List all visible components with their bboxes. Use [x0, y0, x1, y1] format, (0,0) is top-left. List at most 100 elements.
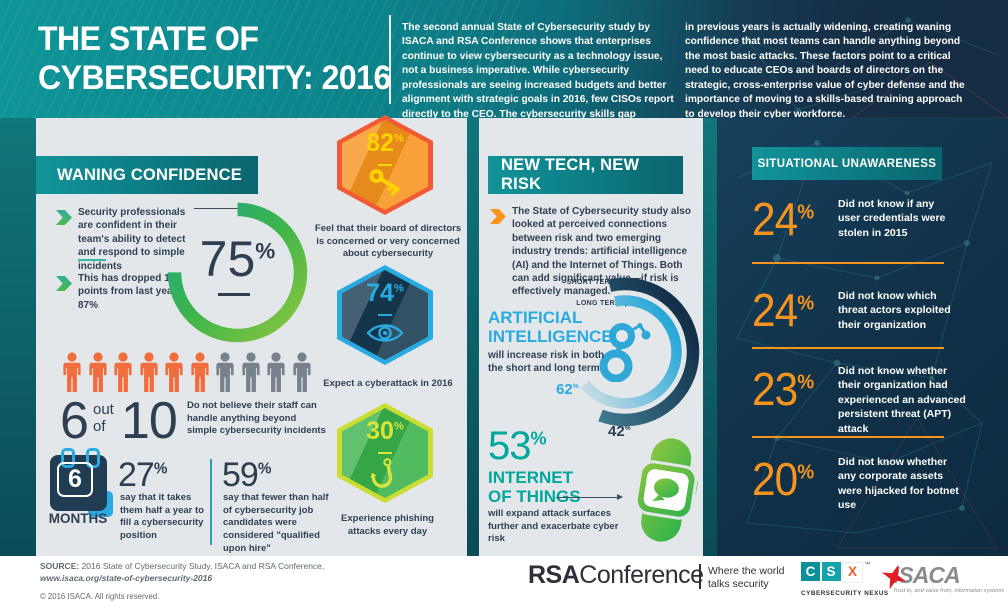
hexagon-82: 82% [337, 115, 433, 215]
isaca-tagline: Trust in, and value from, information sy… [893, 588, 1005, 594]
short-term-number: 42 [608, 423, 625, 440]
rsa-tagline: Where the world talks security [708, 565, 784, 590]
pointer-line [556, 497, 618, 498]
hexagon-underline [378, 314, 392, 316]
hex-number: 30 [366, 417, 394, 445]
person-icon [265, 352, 287, 392]
person-icon [291, 352, 313, 392]
calendar-ring-icon [86, 448, 100, 468]
of-label: of [93, 417, 106, 435]
ai-title: ARTIFICIAL INTELLIGENCE [488, 308, 613, 347]
waning-bullet-2: This has dropped 12 points from last yea… [78, 273, 185, 311]
page-title-line1: THE STATE OF [38, 20, 259, 58]
ai-subtitle: will increase risk in both the short and… [488, 350, 605, 375]
unaware-stat-2-text: Did not know which threat actors exploit… [838, 290, 951, 331]
long-term-number: 62 [556, 381, 573, 398]
rsa-logo-divider [699, 564, 701, 589]
percent-sign: % [797, 370, 814, 394]
person-icon [189, 352, 211, 392]
calendar-number: 6 [57, 462, 93, 497]
percent-sign: % [797, 460, 814, 484]
pointer-arrow-icon [617, 494, 623, 500]
molecule-icon [599, 323, 651, 382]
waning-bullet-1: Security professionals are confident in … [78, 207, 186, 272]
confidence-donut-chart [167, 202, 308, 343]
hexagon-74-caption: Expect a cyberattack in 2016 [323, 378, 453, 389]
stat-27-percent-sign: % [153, 460, 168, 478]
key-icon [337, 169, 433, 205]
unaware-stat-3-value: 23% [752, 362, 814, 416]
banner-divider [389, 15, 391, 104]
csx-x-box: X [842, 562, 863, 583]
person-icon [61, 352, 83, 392]
hexagon-30-caption: Experience phishing attacks every day [341, 513, 434, 537]
short-term-label: SHORT TERM [566, 279, 616, 286]
percent-sign: % [797, 200, 814, 224]
source-note: SOURCE: 2016 State of Cybersecurity Stud… [40, 560, 380, 585]
new-tech-header: NEW TECH, NEW RISK [488, 156, 683, 194]
panel-divider-strip-2 [703, 118, 717, 556]
stat-divider [210, 459, 212, 545]
long-term-value: 62% [556, 381, 579, 398]
bullet-separator [78, 259, 106, 261]
stat-27-number: 27 [118, 456, 155, 494]
stat-divider [752, 347, 944, 349]
stat-27-caption: say that it takes them half a year to fi… [120, 492, 204, 542]
percent-sign: % [530, 428, 547, 449]
stat-number: 23 [752, 363, 798, 415]
bullet-chevron-icon [56, 210, 72, 225]
hexagon-74-value: 74% [337, 279, 433, 308]
intro-paragraph-col2: in previous years is actually widening, … [685, 22, 965, 120]
page-title: THE STATE OF CYBERSECURITY: 2016 [38, 20, 391, 99]
confidence-donut-value: 75% [167, 230, 308, 288]
bullet-chevron-icon [56, 276, 72, 291]
pointer-line [194, 208, 242, 209]
hexagon-30-value: 30% [337, 417, 433, 446]
stat-number: 20 [752, 453, 798, 505]
person-icon [163, 352, 185, 392]
csx-subtitle: CYBERSECURITY NEXUS [801, 590, 889, 597]
top-banner [0, 0, 1008, 118]
situational-unawareness-header: SITUATIONAL UNAWARENESS [752, 147, 942, 180]
ten-number: 10 [121, 392, 178, 450]
calendar-icon: 6 [50, 448, 113, 517]
donut-number: 75 [199, 231, 256, 287]
left-edge-strip [0, 118, 36, 556]
hexagon-underline [378, 164, 392, 166]
person-icon [87, 352, 109, 392]
isaca-wordmark: ISACA [893, 562, 961, 588]
iot-title: INTERNET OF THINGS [488, 468, 581, 507]
rsa-tagline-line1: Where the world [708, 565, 785, 577]
percent-sign: % [624, 425, 631, 432]
rsa-tagline-line2: talks security [708, 577, 769, 590]
waning-confidence-header: WANING CONFIDENCE [36, 156, 258, 194]
six-number: 6 [60, 392, 89, 450]
iot-subtitle: will expand attack surfaces further and … [488, 508, 619, 545]
unaware-stat-4-text: Did not know whether any corporate asset… [838, 456, 959, 512]
csx-logo: C S X ™ [801, 562, 871, 583]
stat-59-percent-sign: % [257, 460, 272, 478]
unaware-stat-1-text: Did not know if any user credentials wer… [838, 198, 946, 239]
rsa-wordmark: RSA [528, 561, 580, 589]
new-tech-bullet: The State of Cybersecurity study also lo… [512, 206, 691, 298]
stat-number: 24 [752, 284, 798, 336]
hook-icon [337, 458, 433, 497]
source-label: SOURCE: [40, 561, 80, 571]
donut-underline [218, 293, 250, 296]
person-icon [138, 352, 160, 392]
isaca-star-icon [881, 564, 907, 590]
person-icon [240, 352, 262, 392]
unaware-stat-2-value: 24% [752, 283, 814, 337]
hex-number: 82 [366, 129, 394, 157]
unaware-stat-4-value: 20% [752, 452, 814, 506]
donut-percent-sign: % [255, 238, 276, 264]
long-term-label: LONG TERM [576, 300, 621, 307]
page-title-line2: CYBERSECURITY: 2016 [38, 59, 391, 98]
source-text: 2016 State of Cybersecurity Study, ISACA… [79, 561, 325, 571]
iot-number: 53 [488, 424, 531, 468]
stat-divider [752, 436, 944, 438]
hexagon-82-caption: Feel that their board of directors is co… [314, 223, 462, 260]
csx-c-box: C [801, 562, 820, 581]
stat-59-number: 59 [222, 456, 259, 494]
